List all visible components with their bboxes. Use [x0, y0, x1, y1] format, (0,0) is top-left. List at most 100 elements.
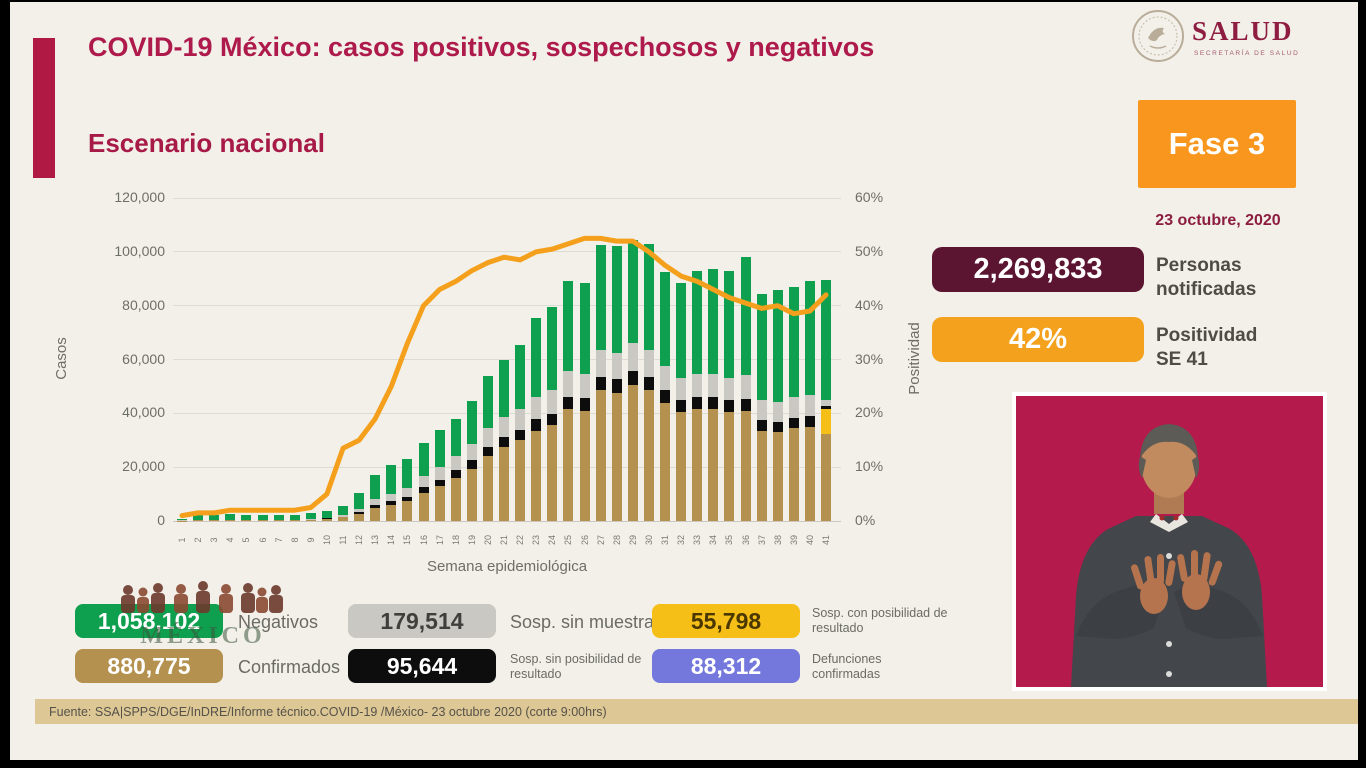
x-tick-label: 3 [209, 537, 220, 543]
y-tick-label-right: 60% [855, 189, 884, 205]
y-axis-title-right: Positividad [905, 322, 923, 395]
sign-language-interpreter-video [1012, 392, 1327, 691]
segment [370, 475, 381, 500]
source-text: Fuente: SSA|SPPS/DGE/InDRE/Informe técni… [49, 704, 607, 719]
segment [756, 430, 767, 521]
segment [305, 519, 316, 520]
segment [724, 270, 735, 378]
segment [676, 282, 687, 379]
segment [434, 466, 445, 480]
bar-week-22 [515, 344, 526, 521]
segment [225, 514, 236, 520]
y-tick-label-left: 0 [157, 512, 165, 528]
x-tick-label: 27 [595, 535, 606, 546]
segment [370, 508, 381, 521]
segment [338, 516, 348, 518]
x-tick-label: 38 [772, 535, 783, 546]
bar-week-29 [627, 239, 638, 521]
presentation-slide: COVID-19 México: casos positivos, sospec… [10, 2, 1358, 760]
segment [193, 520, 204, 521]
gridline [173, 197, 841, 199]
segment [370, 505, 381, 509]
segment [402, 459, 413, 489]
segment [740, 410, 751, 521]
segment [563, 396, 574, 410]
segment [643, 376, 654, 391]
x-tick-label: 15 [402, 535, 413, 546]
segment [804, 426, 815, 521]
slide-date: 23 octubre, 2020 [1155, 212, 1281, 229]
legend-value-defunciones: 88,312 [652, 649, 800, 683]
segment [499, 417, 509, 438]
bar-week-18 [450, 418, 461, 521]
x-tick-label: 16 [418, 535, 429, 546]
title-accent-bar [33, 38, 55, 178]
segment [756, 293, 767, 401]
bar-week-31 [660, 272, 670, 521]
segment [386, 493, 397, 502]
segment [386, 504, 397, 521]
personas-notificadas-label: Personas notificadas [1156, 255, 1257, 300]
segment [305, 513, 316, 519]
segment [434, 486, 445, 521]
y-tick-label-left: 20,000 [122, 458, 165, 475]
x-tick-label: 37 [756, 535, 767, 546]
x-tick-label: 8 [289, 537, 300, 543]
segment [370, 499, 381, 506]
segment [595, 245, 606, 350]
segment [643, 243, 654, 350]
segment [579, 410, 590, 521]
segment [740, 375, 751, 399]
x-tick-label: 20 [482, 535, 493, 546]
legend-label-sosp-con-posibilidad: Sosp. con posibilidad de resultado [812, 606, 948, 635]
y-tick-label-left: 100,000 [114, 242, 165, 259]
segment [579, 282, 590, 375]
bar-week-26 [579, 282, 590, 521]
segment [515, 344, 526, 410]
bar-week-7 [273, 514, 284, 521]
segment [450, 470, 461, 478]
positividad-label: Positividad SE 41 [1156, 325, 1258, 370]
segment [676, 400, 687, 412]
bar-week-20 [482, 375, 493, 521]
legend-value-negativos: 1,058,102 [75, 604, 223, 638]
y-tick-label-right: 0% [855, 512, 876, 528]
bar-week-10 [321, 510, 332, 521]
segment [338, 515, 348, 517]
segment [804, 416, 815, 427]
segment [788, 286, 799, 398]
legend-label-confirmados: Confirmados [238, 657, 341, 677]
segment [740, 257, 751, 376]
bar-week-3 [209, 514, 220, 521]
segment [482, 446, 493, 457]
x-tick-label: 23 [531, 535, 542, 546]
bar-week-6 [257, 514, 268, 521]
y-tick-label-left: 80,000 [122, 296, 165, 313]
bar-week-15 [402, 459, 413, 521]
bar-week-39 [788, 286, 799, 521]
segment [257, 514, 268, 520]
bar-week-21 [499, 359, 509, 521]
segment [289, 514, 300, 520]
segment [257, 520, 268, 521]
bar-week-17 [434, 429, 445, 521]
segment [450, 418, 461, 457]
legend-value-sosp-sin-posibilidad: 95,644 [348, 649, 496, 683]
segment [386, 501, 397, 505]
segment [611, 246, 622, 353]
bar-week-33 [692, 270, 703, 521]
x-tick-label: 17 [434, 535, 445, 546]
bar-week-14 [386, 464, 397, 521]
x-tick-label: 25 [563, 535, 574, 546]
segment [321, 517, 332, 519]
segment [676, 378, 687, 401]
x-tick-label: 9 [305, 537, 316, 543]
x-tick-label: 6 [257, 537, 268, 543]
y-tick-label-right: 40% [855, 296, 884, 313]
segment [321, 510, 332, 518]
segment [724, 400, 735, 412]
bar-week-30 [643, 243, 654, 521]
bar-week-1 [177, 518, 187, 521]
x-tick-label: 26 [579, 535, 590, 546]
segment [627, 385, 638, 521]
